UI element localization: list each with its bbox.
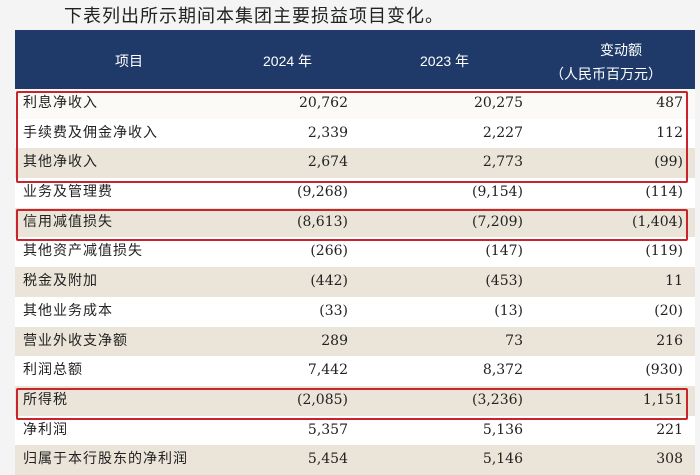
cell-value: 2,339	[307, 124, 348, 141]
row-label: 手续费及佣金净收入	[23, 124, 158, 141]
cell-value: (99)	[654, 154, 683, 171]
row-label: 归属于本行股东的净利润	[23, 451, 188, 468]
cell-value: 308	[656, 451, 683, 468]
cell-value: (114)	[645, 184, 683, 201]
row-label: 所得税	[23, 391, 68, 408]
cell-value: 5,454	[307, 451, 348, 468]
table-row: 归属于本行股东的净利润 5,454 5,146 308	[15, 445, 695, 475]
table-row: 税金及附加 (442) (453) 11	[15, 267, 695, 297]
cell-value: 216	[656, 332, 683, 349]
table-row: 其他净收入 2,674 2,773 (99)	[15, 148, 695, 179]
row-label: 营业外收支净额	[23, 332, 128, 349]
cell-value: 487	[656, 95, 683, 111]
cell-value: (20)	[654, 302, 683, 319]
column-header: 2023 年	[420, 53, 470, 69]
cell-value: 2,773	[482, 154, 523, 171]
table-row: 利息净收入 20,762 20,275 487	[15, 89, 695, 119]
row-label: 其他业务成本	[23, 302, 113, 319]
row-label: 利润总额	[23, 362, 83, 379]
cell-value: (442)	[310, 273, 348, 290]
cell-value: 221	[656, 421, 683, 438]
row-label: 其他净收入	[23, 154, 98, 171]
row-label: 信用减值损失	[23, 213, 113, 230]
cell-value: (119)	[645, 243, 683, 260]
cell-value: (453)	[485, 273, 523, 290]
cell-value: (3,236)	[471, 391, 523, 408]
column-header: 变动额	[600, 42, 642, 58]
cell-value: 2,227	[482, 124, 523, 141]
cell-value: 5,136	[482, 421, 523, 438]
table-row: 净利润 5,357 5,136 221	[15, 415, 695, 446]
cell-value: 73	[505, 332, 523, 349]
cell-value: 112	[656, 124, 683, 141]
row-label: 业务及管理费	[23, 184, 113, 201]
table-row: 手续费及佣金净收入 2,339 2,227 112	[15, 118, 695, 149]
cell-value: 5,357	[307, 421, 348, 438]
cell-value: 5,146	[482, 451, 523, 468]
table-header: 项目 2024 年 2023 年 变动额 （人民币百万元）	[15, 30, 695, 90]
highlight-box	[16, 209, 688, 241]
cell-value: (9,154)	[471, 184, 523, 201]
cell-value: (8,613)	[296, 213, 348, 230]
row-label: 其他资产减值损失	[23, 243, 143, 260]
cell-value: 7,442	[307, 362, 348, 379]
cell-value: (13)	[494, 302, 523, 319]
intro-text: 下表列出所示期间本集团主要损益项目变化。	[64, 6, 444, 27]
cell-value: (33)	[319, 302, 348, 319]
table-row: 其他业务成本 (33) (13) (20)	[15, 296, 695, 327]
table-row: 营业外收支净额 289 73 216	[15, 326, 695, 357]
table-row: 利润总额 7,442 8,372 (930)	[15, 356, 695, 386]
cell-value: (1,404)	[631, 213, 683, 230]
cell-value: (266)	[310, 243, 348, 260]
cell-value: 1,151	[642, 391, 683, 408]
row-label: 税金及附加	[23, 273, 98, 290]
column-header: 项目	[115, 53, 143, 69]
cell-value: (9,268)	[296, 184, 348, 201]
table-row: 所得税 (2,085) (3,236) 1,151	[15, 385, 695, 416]
unit-label: （人民币百万元）	[550, 66, 662, 82]
highlight-box	[16, 388, 688, 420]
cell-value: 20,275	[474, 95, 523, 111]
table-row: 业务及管理费 (9,268) (9,154) (114)	[15, 178, 695, 208]
cell-value: 8,372	[482, 362, 523, 379]
cell-value: 289	[321, 332, 348, 349]
cell-value: (7,209)	[471, 213, 523, 230]
cell-value: (930)	[645, 362, 683, 379]
highlight-box	[16, 91, 688, 183]
row-label: 利息净收入	[23, 95, 98, 111]
row-label: 净利润	[23, 421, 68, 438]
cell-value: 2,674	[307, 154, 348, 171]
cell-value: (2,085)	[296, 391, 348, 408]
column-header: 2024 年	[263, 53, 313, 69]
cell-value: 20,762	[299, 95, 348, 111]
table-body: 利息净收入 20,762 20,275 487 手续费及佣金净收入 2,339 2,227 1…	[15, 89, 695, 475]
cell-value: 11	[665, 273, 683, 290]
table-row: 其他资产减值损失 (266) (147) (119)	[15, 237, 695, 268]
table-row: 信用减值损失 (8,613) (7,209) (1,404)	[15, 207, 695, 238]
cell-value: (147)	[485, 243, 523, 260]
